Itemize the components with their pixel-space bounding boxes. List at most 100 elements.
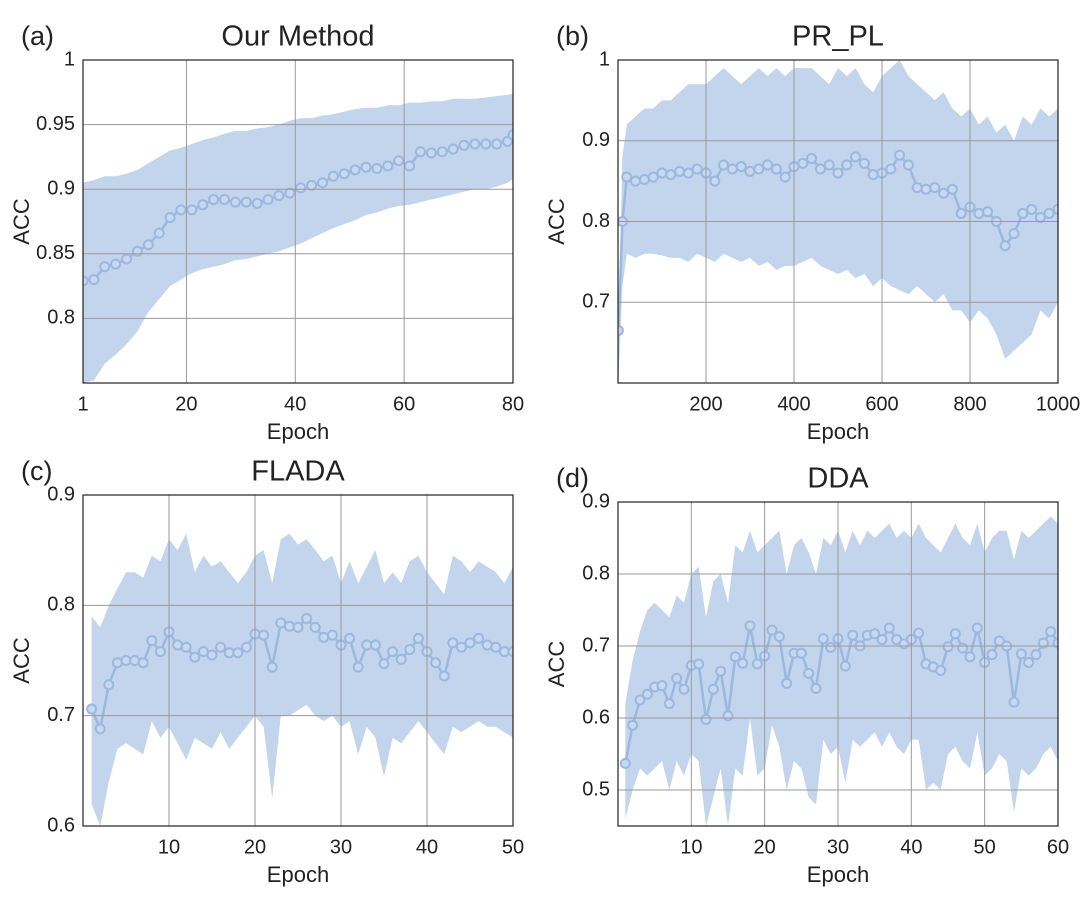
panel-label: (a) (21, 21, 54, 51)
y-tick-label: 1 (64, 48, 75, 70)
marker (206, 649, 218, 661)
y-tick-label: 0.95 (36, 113, 75, 135)
x-tick-label: 800 (953, 393, 986, 415)
marker (121, 253, 133, 265)
marker (258, 629, 270, 641)
marker (414, 146, 426, 158)
marker (942, 641, 954, 653)
marker (665, 169, 677, 181)
y-axis-label: ACC (544, 641, 569, 688)
chart-title: Our Method (221, 21, 374, 53)
y-tick-label: 0.7 (47, 704, 75, 726)
marker (480, 138, 492, 150)
x-tick-label: 10 (158, 836, 180, 858)
marker (110, 258, 122, 270)
x-tick-label: 60 (1047, 836, 1069, 858)
marker (412, 632, 424, 644)
marker (766, 624, 778, 636)
plot-area (83, 93, 513, 383)
marker (920, 183, 932, 195)
marker (729, 651, 741, 663)
marker (352, 661, 364, 673)
marker (982, 206, 994, 218)
marker (850, 151, 862, 163)
marker (129, 655, 141, 666)
marker (430, 657, 442, 669)
x-tick-label: 40 (416, 836, 438, 858)
x-tick-label: 40 (284, 393, 306, 415)
marker (369, 639, 381, 651)
marker (971, 622, 983, 634)
marker (292, 621, 304, 633)
marker (229, 196, 241, 208)
y-tick-label: 0.5 (582, 778, 610, 800)
marker (473, 632, 485, 644)
marker (481, 639, 493, 651)
marker (99, 261, 111, 273)
marker (957, 642, 969, 654)
marker (722, 710, 734, 722)
x-tick-label: 20 (754, 836, 776, 858)
chart-title: DDA (807, 463, 869, 495)
x-axis-label: Epoch (267, 419, 329, 444)
marker (858, 157, 870, 169)
marker (656, 167, 668, 179)
marker (1034, 211, 1046, 223)
marker (869, 628, 881, 640)
marker (795, 647, 807, 659)
marker (806, 153, 818, 165)
marker (737, 657, 749, 669)
marker (885, 163, 897, 175)
marker (619, 757, 631, 769)
marker (621, 171, 633, 183)
marker (469, 138, 481, 150)
marker (240, 196, 252, 208)
marker (663, 698, 675, 710)
x-tick-label: 50 (974, 836, 996, 858)
marker (707, 683, 719, 695)
y-tick-label: 0.6 (582, 706, 610, 728)
chart-title: FLADA (251, 456, 345, 488)
marker (770, 163, 782, 175)
plot-area (86, 533, 513, 826)
marker (88, 274, 100, 286)
axes-frame (617, 59, 1059, 384)
y-tick-label: 1 (599, 48, 610, 70)
y-axis-label: ACC (544, 198, 569, 245)
marker (131, 245, 143, 257)
marker (902, 159, 914, 171)
marker (693, 658, 705, 670)
marker (647, 171, 659, 183)
marker (309, 621, 321, 633)
marker (867, 169, 879, 181)
marker (803, 667, 815, 679)
x-tick-label: 600 (865, 393, 898, 415)
marker (839, 660, 851, 672)
x-tick-label: 400 (777, 393, 810, 415)
marker (682, 167, 694, 179)
marker (1017, 207, 1029, 219)
marker (344, 632, 356, 644)
x-tick-label: 50 (502, 836, 524, 858)
marker (154, 646, 166, 658)
marker (273, 190, 285, 202)
marker (180, 641, 192, 653)
marker (1030, 649, 1042, 661)
marker (240, 641, 252, 653)
x-axis-label: Epoch (807, 419, 869, 444)
marker (1045, 626, 1057, 638)
marker (691, 163, 703, 175)
panel-label: (c) (21, 456, 52, 486)
marker (153, 227, 165, 239)
marker (1037, 637, 1049, 649)
marker (436, 146, 448, 158)
marker (709, 175, 721, 187)
marker (876, 634, 888, 646)
marker (715, 665, 727, 677)
marker (726, 163, 738, 175)
marker (360, 161, 372, 173)
marker (630, 175, 642, 187)
marker (301, 613, 313, 625)
marker (744, 165, 756, 177)
marker (86, 703, 98, 715)
